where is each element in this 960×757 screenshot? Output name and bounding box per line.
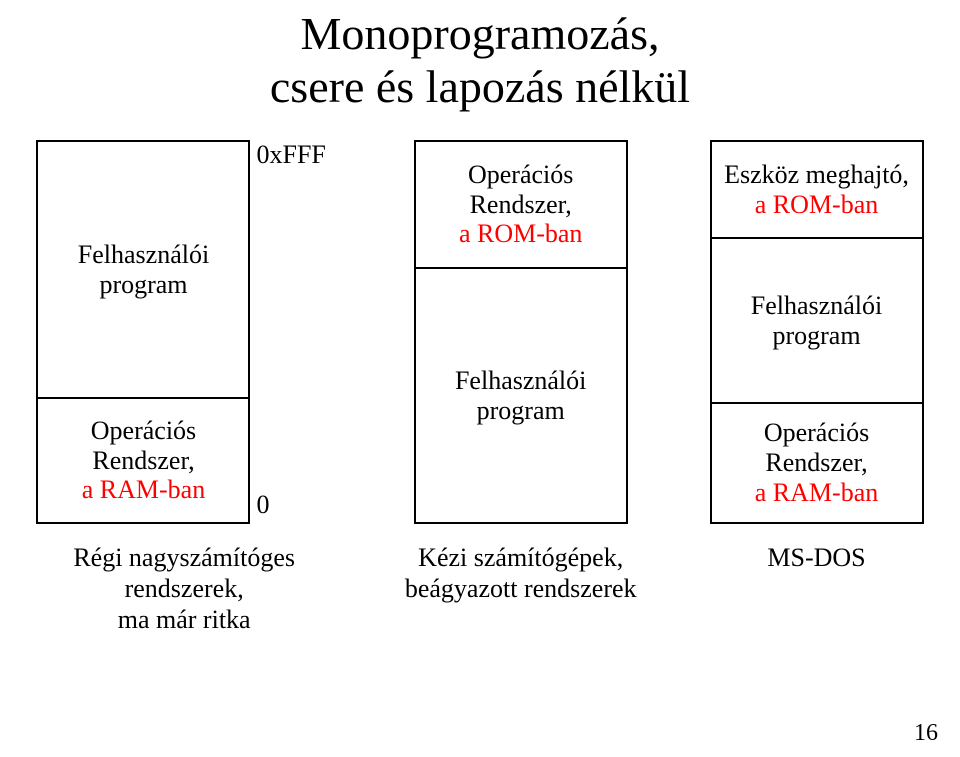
memory-cell: Eszköz meghajtó,a ROM-ban (712, 142, 922, 237)
memory-box-middle: OperációsRendszer,a ROM-banFelhasználóip… (414, 140, 628, 524)
cell-line: Rendszer, (92, 446, 194, 476)
cell-line: Eszköz meghajtó, (724, 160, 909, 190)
title-line-2: csere és lapozás nélkül (270, 61, 690, 112)
cell-line: a ROM-ban (755, 190, 878, 220)
cell-line: Felhasználói (455, 366, 586, 396)
cell-line: a ROM-ban (459, 219, 582, 249)
middle-caption: Kézi számítógépek,beágyazott rendszerek (405, 542, 637, 604)
memory-cell: OperációsRendszer,a RAM-ban (712, 402, 922, 522)
right-column: Eszköz meghajtó,a ROM-banFelhasználóipro… (710, 140, 924, 573)
left-column: FelhasználóiprogramOperációsRendszer,a R… (36, 140, 331, 636)
left-caption: Régi nagyszámítógesrendszerek,ma már rit… (73, 542, 295, 636)
cell-line: a RAM-ban (82, 475, 205, 505)
axis-top-label: 0xFFF (256, 140, 325, 170)
memory-cell: OperációsRendszer,a ROM-ban (416, 142, 626, 267)
cell-line: program (477, 396, 565, 426)
caption-line: ma már ritka (118, 605, 251, 634)
memory-box-left: FelhasználóiprogramOperációsRendszer,a R… (36, 140, 250, 524)
caption-line: MS-DOS (767, 543, 865, 572)
memory-cell: OperációsRendszer,a RAM-ban (38, 397, 248, 522)
memory-cell: Felhasználóiprogram (712, 237, 922, 402)
caption-line: Kézi számítógépek, (418, 543, 623, 572)
caption-line: beágyazott rendszerek (405, 574, 637, 603)
left-box-area: FelhasználóiprogramOperációsRendszer,a R… (36, 140, 331, 524)
cell-line: Rendszer, (765, 448, 867, 478)
axis-labels: 0xFFF 0 (250, 140, 331, 520)
cell-line: Felhasználói (78, 240, 209, 270)
cell-line: Felhasználói (751, 291, 882, 321)
page-number: 16 (914, 720, 938, 747)
axis-bottom-label: 0 (256, 490, 325, 520)
page-title: Monoprogramozás, csere és lapozás nélkül (0, 8, 960, 114)
right-caption: MS-DOS (767, 542, 865, 573)
memory-cell: Felhasználóiprogram (38, 142, 248, 397)
memory-cell: Felhasználóiprogram (416, 267, 626, 522)
caption-line: rendszerek, (125, 574, 244, 603)
cell-line: program (772, 321, 860, 351)
cell-line: a RAM-ban (755, 478, 878, 508)
title-line-1: Monoprogramozás, (301, 8, 660, 59)
cell-line: Operációs (764, 418, 869, 448)
page: Monoprogramozás, csere és lapozás nélkül… (0, 0, 960, 757)
memory-box-right: Eszköz meghajtó,a ROM-banFelhasználóipro… (710, 140, 924, 524)
cell-line: Operációs (91, 416, 196, 446)
middle-column: OperációsRendszer,a ROM-banFelhasználóip… (405, 140, 637, 604)
cell-line: program (99, 270, 187, 300)
cell-line: Operációs (468, 160, 573, 190)
columns: FelhasználóiprogramOperációsRendszer,a R… (0, 140, 960, 700)
caption-line: Régi nagyszámítóges (73, 543, 295, 572)
cell-line: Rendszer, (470, 190, 572, 220)
